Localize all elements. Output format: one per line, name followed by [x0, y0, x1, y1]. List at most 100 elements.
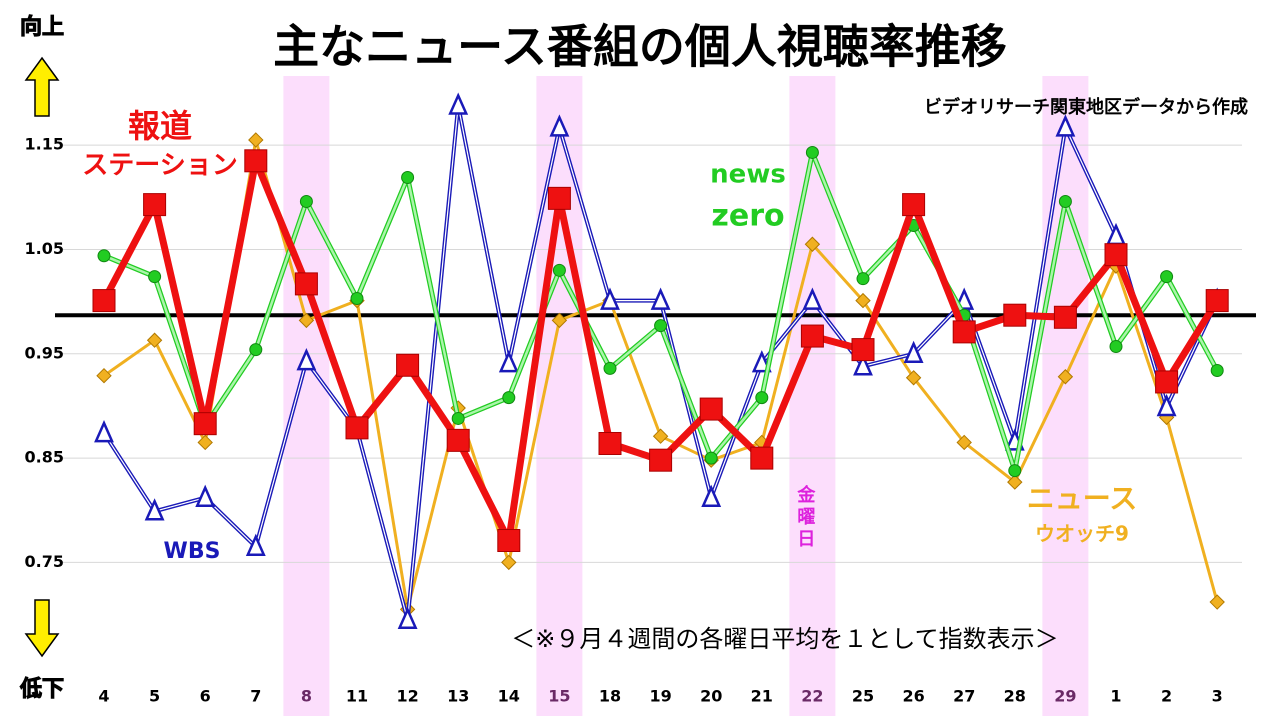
x-tick-label: 11	[346, 687, 368, 706]
marker	[654, 319, 668, 333]
marker	[956, 434, 972, 451]
marker	[146, 332, 163, 348]
marker	[294, 272, 318, 296]
marker	[144, 498, 165, 521]
x-tick-label: 1	[1110, 687, 1121, 706]
x-tick-label: 28	[1004, 687, 1026, 706]
friday-band	[789, 76, 836, 716]
marker	[547, 186, 571, 210]
marker	[1055, 114, 1076, 137]
marker	[446, 428, 470, 452]
marker	[249, 343, 263, 357]
marker	[197, 434, 213, 451]
friday-label: 曜	[797, 507, 815, 528]
source: ビデオリサーチ関東地区データから作成	[924, 96, 1248, 118]
marker	[650, 287, 671, 310]
x-tick-label: 5	[149, 687, 160, 706]
x-tick-label: 22	[801, 687, 823, 706]
x-tick-label: 18	[599, 687, 621, 706]
marker	[551, 312, 568, 329]
marker	[603, 361, 617, 375]
chart-title: 主なニュース番組の個人視聴率推移	[273, 20, 1007, 74]
marker	[396, 353, 420, 377]
marker	[750, 446, 774, 470]
x-tick-label: 25	[852, 687, 874, 706]
marker	[903, 340, 924, 364]
down-arrow	[24, 599, 60, 658]
marker	[345, 416, 369, 440]
marker	[856, 272, 870, 286]
marker	[1007, 474, 1023, 490]
x-tick-label: 7	[250, 687, 261, 706]
marker	[1156, 393, 1177, 417]
marker	[497, 529, 521, 553]
marker	[905, 370, 922, 386]
y-tick-label: 0.85	[25, 448, 64, 467]
marker	[92, 289, 116, 313]
marker	[802, 287, 823, 310]
marker	[193, 412, 217, 436]
marker	[701, 484, 722, 507]
marker	[699, 397, 723, 421]
marker	[800, 324, 824, 348]
marker	[1209, 594, 1225, 610]
y-tick-label: 1.05	[25, 239, 64, 258]
friday-label: 金	[796, 484, 816, 506]
marker	[501, 554, 517, 571]
y-tick-label: 1.15	[25, 135, 64, 154]
marker	[1210, 363, 1224, 377]
marker	[401, 170, 415, 184]
x-tick-label: 15	[548, 687, 570, 706]
x-tick-label: 13	[447, 687, 469, 706]
marker	[296, 348, 317, 371]
marker	[1205, 289, 1229, 313]
x-tick-label: 3	[1212, 687, 1223, 706]
marker	[1155, 370, 1179, 394]
x-tick-label: 19	[649, 687, 671, 706]
marker	[248, 132, 264, 148]
marker	[1058, 194, 1072, 208]
x-tick-label: 26	[902, 687, 924, 706]
series-label: 報道	[128, 107, 192, 145]
note: ＜※９月４週間の各曜日平均を１として指数表示＞	[511, 625, 1058, 653]
marker	[94, 419, 114, 443]
marker	[552, 263, 566, 277]
marker	[652, 428, 669, 444]
marker	[298, 312, 315, 329]
marker	[244, 149, 268, 173]
marker	[96, 367, 112, 384]
marker	[851, 338, 875, 362]
up-label: 向上	[20, 14, 64, 40]
marker	[805, 145, 819, 159]
x-tick-label: 20	[700, 687, 722, 706]
marker	[704, 451, 718, 465]
marker	[1109, 339, 1123, 353]
marker	[97, 249, 111, 263]
y-tick-label: 0.75	[25, 552, 64, 571]
x-tick-label: 4	[98, 687, 109, 706]
friday-label: 日	[797, 529, 815, 550]
y-tick-label: 0.95	[25, 343, 64, 362]
friday-band	[1042, 76, 1089, 716]
marker	[853, 353, 873, 376]
marker	[498, 350, 519, 373]
marker	[1053, 305, 1077, 329]
marker	[1003, 303, 1027, 327]
marker	[649, 448, 673, 472]
x-tick-label: 6	[200, 687, 211, 706]
series-label: news	[710, 160, 786, 190]
series-label: ニュース	[1027, 482, 1138, 515]
series-label: ステーション	[82, 151, 237, 181]
marker	[350, 291, 364, 305]
marker	[549, 114, 570, 137]
series-label: zero	[711, 199, 784, 234]
marker	[245, 533, 266, 557]
down-label: 低下	[19, 677, 64, 702]
marker	[451, 411, 465, 425]
marker	[1057, 369, 1074, 385]
marker	[598, 431, 622, 455]
marker	[952, 320, 976, 344]
marker	[397, 606, 418, 630]
marker	[600, 287, 620, 310]
friday-band	[283, 76, 330, 716]
